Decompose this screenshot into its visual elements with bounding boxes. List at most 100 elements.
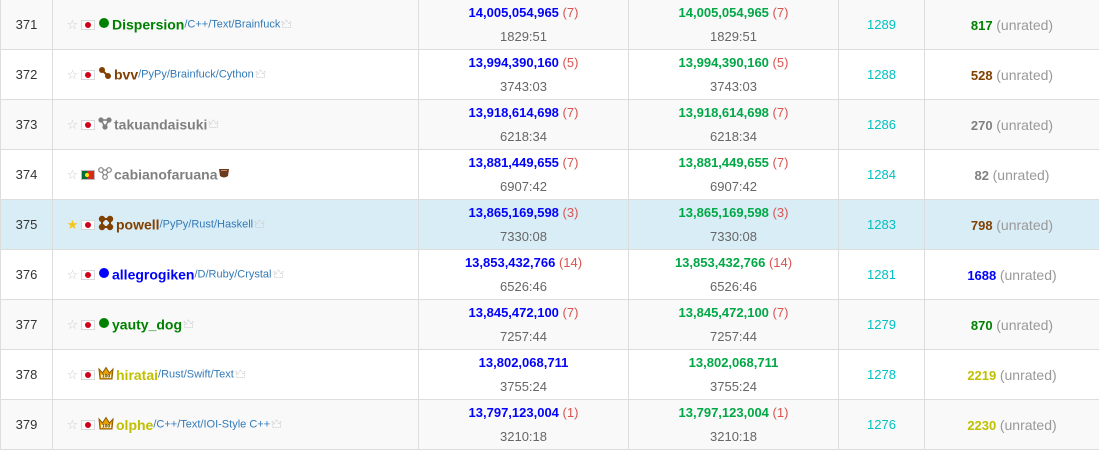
- user-cell: ☆ allegrogiken/D/Ruby/Crystal: [52, 249, 419, 300]
- elapsed-time: 1829:51: [500, 28, 547, 44]
- performance-value: 1281: [867, 267, 896, 282]
- elapsed-time: 6526:46: [500, 278, 547, 294]
- username-link[interactable]: yauty_dog: [112, 316, 183, 333]
- crown-100-icon: 100: [98, 366, 114, 384]
- language-text: Text/IOI-Style C++: [180, 418, 271, 431]
- standings-row: 376 ☆ allegrogiken/D/Ruby/Crystal 13,853,…: [0, 249, 1099, 300]
- language-text: /D/: [194, 268, 209, 281]
- score-cell: 13,845,472,100 (7) 7257:44: [418, 299, 629, 350]
- username-link[interactable]: Dispersion: [112, 16, 185, 33]
- rating-cell: 270 (unrated): [924, 99, 1099, 150]
- score-cell: 13,994,390,160 (5) 3743:03: [418, 49, 629, 100]
- total-score: 13,845,472,100: [468, 304, 559, 320]
- favorite-star-icon[interactable]: ☆: [66, 316, 79, 332]
- performance-value: 1278: [867, 367, 896, 382]
- total-score-2: 13,881,449,655: [678, 154, 769, 170]
- score-cell-2: 13,797,123,004 (1) 3210:18: [628, 399, 839, 450]
- performance-value: 1284: [867, 167, 896, 182]
- standings-row: 375 ★ powell/PyPy/Rust/Haskell 13,865,169…: [0, 199, 1099, 250]
- username-link[interactable]: takuandaisuki: [114, 116, 208, 133]
- crown-outline-icon: [254, 217, 265, 232]
- circle-icon: [98, 317, 110, 332]
- rating-value: 870: [970, 317, 993, 333]
- language-text: /C++/: [153, 418, 181, 431]
- penalty-count: (1): [562, 404, 579, 420]
- elapsed-time-2: 3755:24: [710, 378, 757, 394]
- score-cell-2: 13,918,614,698 (7) 6218:34: [628, 99, 839, 150]
- score-cell: 13,865,169,598 (3) 7330:08: [418, 199, 629, 250]
- favorite-star-icon[interactable]: ☆: [66, 66, 79, 82]
- score-cell-2: 13,881,449,655 (7) 6907:42: [628, 149, 839, 200]
- elapsed-time: 3210:18: [500, 428, 547, 444]
- username-link[interactable]: hiratai: [116, 366, 159, 383]
- crown-100-icon: 100: [98, 416, 114, 434]
- circle-icon: [98, 17, 110, 32]
- total-score-2: 13,845,472,100: [678, 304, 769, 320]
- crown-outline-icon: [235, 367, 246, 382]
- favorite-star-icon[interactable]: ★: [66, 216, 79, 232]
- language-text: Ruby/Crystal: [208, 268, 272, 281]
- language-text: Rust/Haskell: [191, 218, 254, 231]
- total-score-2: 13,802,068,711: [688, 354, 779, 370]
- favorite-star-icon[interactable]: ☆: [66, 366, 79, 382]
- japan-flag-icon: [81, 269, 95, 280]
- favorite-star-icon[interactable]: ☆: [66, 166, 79, 182]
- unrated-label: (unrated): [996, 216, 1054, 233]
- username-link[interactable]: olphe: [116, 416, 154, 433]
- penalty-count-2: (7): [772, 154, 789, 170]
- rank-number: 371: [15, 17, 38, 32]
- total-score: 13,802,068,711: [478, 354, 569, 370]
- score-cell-2: 13,845,472,100 (7) 7257:44: [628, 299, 839, 350]
- crown-outline-icon: [208, 117, 219, 132]
- username-link[interactable]: cabianofaruana: [114, 166, 218, 183]
- elapsed-time: 6907:42: [500, 178, 547, 194]
- language-text: Swift/Text: [186, 368, 234, 381]
- rank-number: 376: [15, 267, 38, 282]
- rank-cell: 371: [0, 0, 53, 50]
- performance-cell: 1289: [838, 0, 925, 50]
- score-cell-2: 13,853,432,766 (14) 6526:46: [628, 249, 839, 300]
- rank-cell: 373: [0, 99, 53, 150]
- penalty-count-2: (5): [772, 54, 789, 70]
- penalty-count: (7): [562, 4, 579, 20]
- favorite-star-icon[interactable]: ☆: [66, 116, 79, 132]
- total-score: 14,005,054,965: [468, 4, 559, 20]
- elapsed-time-2: 6907:42: [710, 178, 757, 194]
- favorite-star-icon[interactable]: ☆: [66, 266, 79, 282]
- penalty-count-2: (3): [772, 204, 789, 220]
- rating-value: 2230: [967, 417, 997, 433]
- rating-cell: 2219 (unrated): [924, 349, 1099, 400]
- rank-number: 377: [15, 317, 38, 332]
- elapsed-time: 7257:44: [500, 328, 547, 344]
- user-cell: ☆ cabianofaruana: [52, 149, 419, 200]
- japan-flag-icon: [81, 369, 95, 380]
- crown-outline-icon: [183, 317, 194, 332]
- favorite-star-icon[interactable]: ☆: [66, 16, 79, 32]
- standings-row: 377 ☆ yauty_dog 13,845,472,100 (7) 7257:4…: [0, 299, 1099, 350]
- unrated-label: (unrated): [999, 266, 1057, 283]
- rank-number: 373: [15, 117, 38, 132]
- username-link[interactable]: allegrogiken: [112, 266, 195, 283]
- performance-cell: 1284: [838, 149, 925, 200]
- japan-flag-icon: [81, 419, 95, 430]
- username-link[interactable]: powell: [116, 216, 160, 233]
- performance-cell: 1281: [838, 249, 925, 300]
- nodes-2-icon: [98, 66, 112, 83]
- rank-cell: 375: [0, 199, 53, 250]
- score-cell: 13,918,614,698 (7) 6218:34: [418, 99, 629, 150]
- username-link[interactable]: bvv: [114, 66, 139, 83]
- japan-flag-icon: [81, 319, 95, 330]
- favorite-star-icon[interactable]: ☆: [66, 416, 79, 432]
- rating-cell: 82 (unrated): [924, 149, 1099, 200]
- user-cell: ☆ takuandaisuki: [52, 99, 419, 150]
- language-list: /PyPy/Brainfuck/Cython: [138, 66, 254, 81]
- penalty-count: (14): [558, 254, 583, 270]
- standings-row: 379 ☆ 100 olphe/C++/Text/IOI-Style C++ 13,…: [0, 399, 1099, 450]
- performance-cell: 1286: [838, 99, 925, 150]
- user-cell: ☆ 100 hiratai/Rust/Swift/Text: [52, 349, 419, 400]
- score-cell: 13,853,432,766 (14) 6526:46: [418, 249, 629, 300]
- elapsed-time: 7330:08: [500, 228, 547, 244]
- rank-number: 375: [15, 217, 38, 232]
- rank-cell: 379: [0, 399, 53, 450]
